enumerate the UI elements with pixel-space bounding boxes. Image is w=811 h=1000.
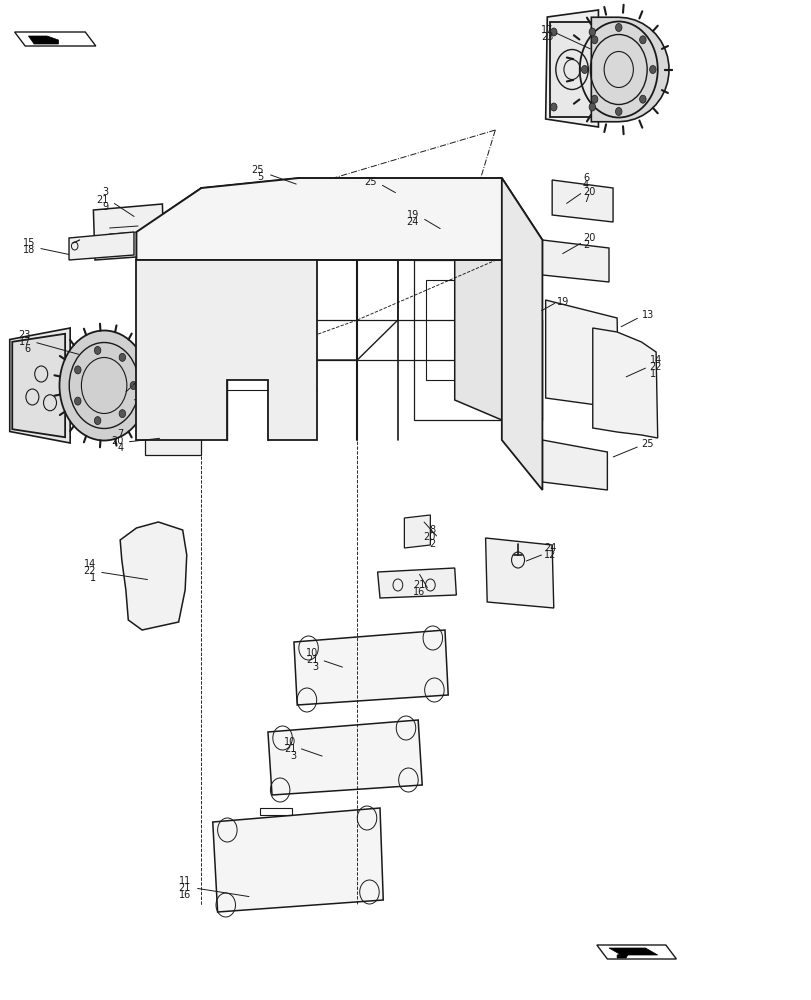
Text: 22: 22 xyxy=(84,566,96,576)
Text: 3: 3 xyxy=(311,662,318,672)
Circle shape xyxy=(75,366,81,374)
Polygon shape xyxy=(212,808,383,912)
Circle shape xyxy=(581,66,587,74)
Polygon shape xyxy=(545,300,618,408)
Text: 5: 5 xyxy=(257,172,264,182)
Text: 18: 18 xyxy=(23,245,35,255)
Text: 1: 1 xyxy=(89,573,96,583)
Circle shape xyxy=(550,28,556,36)
Text: 17: 17 xyxy=(541,25,553,35)
Circle shape xyxy=(589,28,595,36)
Polygon shape xyxy=(404,515,430,548)
Polygon shape xyxy=(136,178,542,260)
Text: 15: 15 xyxy=(23,238,35,248)
Polygon shape xyxy=(12,334,65,437)
Text: 10: 10 xyxy=(306,648,318,658)
Text: 3: 3 xyxy=(102,187,109,197)
Text: 21: 21 xyxy=(178,883,191,893)
Text: 24: 24 xyxy=(406,217,418,227)
Text: 1: 1 xyxy=(649,369,655,379)
Circle shape xyxy=(94,417,101,425)
Polygon shape xyxy=(136,260,316,440)
Circle shape xyxy=(615,107,621,115)
Polygon shape xyxy=(93,204,164,260)
Text: 10: 10 xyxy=(284,737,296,747)
Text: 20: 20 xyxy=(582,233,594,243)
Polygon shape xyxy=(545,10,598,127)
Text: 25: 25 xyxy=(641,439,653,449)
Text: 7: 7 xyxy=(117,429,123,439)
Text: 11: 11 xyxy=(178,876,191,886)
Circle shape xyxy=(590,36,597,44)
Polygon shape xyxy=(69,232,134,260)
Text: 23: 23 xyxy=(541,32,553,42)
Polygon shape xyxy=(485,538,553,608)
Text: 19: 19 xyxy=(406,210,418,220)
Polygon shape xyxy=(294,630,448,705)
Polygon shape xyxy=(377,568,456,598)
Text: 14: 14 xyxy=(84,559,96,569)
Text: 4: 4 xyxy=(582,180,589,190)
Circle shape xyxy=(59,330,148,440)
Polygon shape xyxy=(596,945,676,959)
Text: 6: 6 xyxy=(582,173,589,183)
Circle shape xyxy=(119,410,126,418)
Polygon shape xyxy=(136,188,201,260)
Circle shape xyxy=(615,23,621,31)
Text: 16: 16 xyxy=(178,890,191,900)
Polygon shape xyxy=(592,328,657,438)
Polygon shape xyxy=(616,952,629,958)
Polygon shape xyxy=(542,240,608,282)
Text: 14: 14 xyxy=(649,355,661,365)
Text: 3: 3 xyxy=(290,751,296,761)
Text: 20: 20 xyxy=(423,532,435,542)
Text: 2: 2 xyxy=(582,240,589,250)
Polygon shape xyxy=(454,260,542,420)
Text: 24: 24 xyxy=(543,543,556,553)
Text: 13: 13 xyxy=(641,310,653,320)
Text: 25: 25 xyxy=(251,165,264,175)
Polygon shape xyxy=(144,422,201,455)
Polygon shape xyxy=(542,440,607,490)
Polygon shape xyxy=(590,17,668,122)
Circle shape xyxy=(130,381,136,389)
Circle shape xyxy=(75,397,81,405)
Circle shape xyxy=(550,103,556,111)
Polygon shape xyxy=(549,22,594,117)
Circle shape xyxy=(119,353,126,361)
Text: 8: 8 xyxy=(428,525,435,535)
Circle shape xyxy=(589,103,595,111)
Circle shape xyxy=(639,36,646,44)
Polygon shape xyxy=(268,720,422,795)
Text: 16: 16 xyxy=(413,587,425,597)
Text: 12: 12 xyxy=(543,550,556,560)
Text: 6: 6 xyxy=(24,344,31,354)
Text: 21: 21 xyxy=(413,580,425,590)
Text: 9: 9 xyxy=(102,202,109,212)
Circle shape xyxy=(590,95,597,103)
Text: 22: 22 xyxy=(649,362,661,372)
Text: 20: 20 xyxy=(111,436,123,446)
Circle shape xyxy=(94,346,101,354)
Polygon shape xyxy=(551,180,612,222)
Text: 7: 7 xyxy=(582,194,589,204)
Text: 23: 23 xyxy=(19,330,31,340)
Polygon shape xyxy=(15,32,96,46)
Polygon shape xyxy=(10,328,70,443)
Text: 21: 21 xyxy=(284,744,296,754)
Text: 2: 2 xyxy=(428,539,435,549)
Text: 25: 25 xyxy=(364,177,376,187)
Polygon shape xyxy=(501,178,542,490)
Polygon shape xyxy=(120,522,187,630)
Circle shape xyxy=(649,66,655,74)
Text: 19: 19 xyxy=(556,297,569,307)
Text: 20: 20 xyxy=(582,187,594,197)
Polygon shape xyxy=(608,948,657,955)
Text: 4: 4 xyxy=(117,443,123,453)
Text: 17: 17 xyxy=(19,337,31,347)
Polygon shape xyxy=(28,36,58,44)
Text: 21: 21 xyxy=(306,655,318,665)
Text: 21: 21 xyxy=(97,195,109,205)
Circle shape xyxy=(639,95,646,103)
